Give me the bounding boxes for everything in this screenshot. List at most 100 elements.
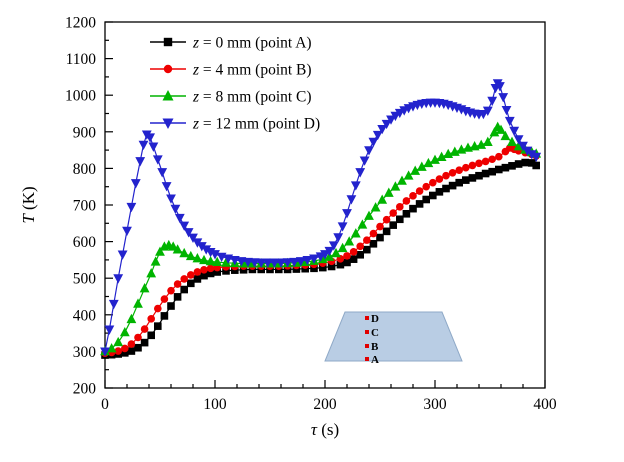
x-tick-label: 100 bbox=[203, 396, 227, 413]
triangle-down-marker bbox=[188, 233, 198, 243]
triangle-up-marker bbox=[410, 165, 421, 175]
triangle-up-marker bbox=[377, 194, 388, 204]
triangle-up-marker bbox=[221, 257, 231, 267]
triangle-down-marker bbox=[210, 250, 220, 260]
measure-point-label: A bbox=[371, 354, 379, 366]
square-marker bbox=[501, 163, 510, 172]
triangle-down-marker bbox=[386, 115, 396, 125]
triangle-down-marker bbox=[269, 258, 280, 268]
triangle-down-marker bbox=[504, 116, 515, 127]
triangle-up-marker bbox=[350, 228, 361, 238]
circle-marker bbox=[193, 268, 202, 276]
x-axis-label: τ (s) bbox=[311, 420, 339, 439]
legend-label: z = 4 mm (point B) bbox=[192, 62, 312, 79]
circle-marker bbox=[134, 333, 142, 342]
specimen-trapezoid bbox=[324, 311, 463, 362]
square-marker bbox=[495, 165, 503, 174]
circle-marker bbox=[114, 347, 122, 355]
circle-marker bbox=[206, 264, 215, 273]
triangle-up-marker bbox=[337, 242, 348, 253]
square-marker bbox=[140, 338, 149, 347]
circle-marker bbox=[435, 175, 444, 183]
triangle-down-marker bbox=[126, 202, 137, 213]
triangle-up-marker bbox=[146, 268, 157, 278]
circle-marker bbox=[160, 295, 169, 303]
triangle-down-marker bbox=[117, 250, 128, 260]
square-marker bbox=[521, 158, 529, 167]
square-marker bbox=[160, 312, 169, 320]
triangle-down-marker bbox=[138, 140, 149, 151]
triangle-up-marker bbox=[162, 90, 174, 101]
y-tick-label: 1200 bbox=[65, 15, 96, 32]
square-marker bbox=[222, 267, 230, 275]
triangle-down-marker bbox=[320, 250, 330, 260]
circle-marker bbox=[448, 168, 457, 177]
square-marker bbox=[343, 258, 351, 267]
square-marker bbox=[532, 161, 540, 170]
triangle-down-marker bbox=[148, 142, 159, 152]
square-marker bbox=[435, 188, 444, 196]
circle-marker bbox=[481, 157, 490, 166]
square-marker bbox=[455, 178, 463, 187]
triangle-up-marker bbox=[212, 256, 223, 266]
triangle-up-marker bbox=[423, 157, 434, 168]
circle-marker bbox=[415, 187, 424, 195]
square-marker bbox=[154, 322, 162, 330]
triangle-down-marker bbox=[302, 256, 313, 266]
triangle-down-marker bbox=[100, 347, 110, 357]
square-marker bbox=[376, 233, 384, 242]
square-marker bbox=[121, 349, 129, 357]
square-marker bbox=[206, 269, 215, 278]
triangle-down-marker bbox=[108, 299, 119, 310]
square-marker bbox=[134, 343, 142, 352]
triangle-down-marker bbox=[501, 105, 512, 116]
triangle-down-marker bbox=[522, 146, 533, 156]
triangle-down-marker bbox=[498, 93, 509, 103]
square-marker bbox=[319, 263, 327, 272]
circle-marker bbox=[167, 286, 175, 295]
square-marker bbox=[167, 302, 175, 310]
triangle-down-marker bbox=[162, 118, 174, 129]
square-marker bbox=[514, 160, 523, 168]
measure-point-label: D bbox=[371, 313, 379, 325]
circle-marker bbox=[369, 229, 378, 238]
triangle-up-marker bbox=[357, 219, 368, 229]
square-marker bbox=[415, 200, 424, 208]
circle-marker bbox=[442, 171, 450, 180]
triangle-down-marker bbox=[368, 137, 379, 148]
square-marker bbox=[180, 285, 188, 294]
triangle-down-marker bbox=[183, 228, 194, 238]
triangle-up-marker bbox=[324, 251, 335, 261]
square-marker bbox=[327, 262, 336, 271]
square-marker bbox=[402, 209, 411, 218]
x-tick-label: 300 bbox=[423, 396, 447, 413]
circle-marker bbox=[462, 163, 470, 172]
square-marker bbox=[336, 260, 345, 269]
circle-marker bbox=[356, 242, 365, 251]
square-marker bbox=[528, 159, 536, 167]
circle-marker bbox=[475, 159, 483, 168]
triangle-up-marker bbox=[436, 151, 447, 161]
circle-marker bbox=[382, 215, 391, 224]
triangle-down-marker bbox=[482, 106, 493, 116]
y-tick-label: 300 bbox=[73, 344, 97, 361]
triangle-down-marker bbox=[249, 258, 260, 268]
square-marker bbox=[488, 167, 496, 176]
series-point-c bbox=[100, 121, 542, 356]
triangle-down-marker bbox=[377, 124, 388, 135]
triangle-up-marker bbox=[383, 187, 394, 197]
triangle-down-marker bbox=[295, 257, 306, 267]
y-tick-label: 900 bbox=[73, 124, 97, 141]
triangle-up-marker bbox=[331, 247, 341, 258]
triangle-down-marker bbox=[243, 257, 253, 268]
triangle-down-marker bbox=[324, 246, 335, 257]
square-marker bbox=[382, 227, 391, 236]
triangle-up-marker bbox=[496, 124, 506, 134]
x-tick-label: 0 bbox=[101, 396, 109, 413]
triangle-up-marker bbox=[344, 236, 355, 246]
triangle-up-marker bbox=[133, 298, 143, 308]
circle-marker bbox=[363, 236, 371, 244]
triangle-down-marker bbox=[364, 146, 374, 156]
